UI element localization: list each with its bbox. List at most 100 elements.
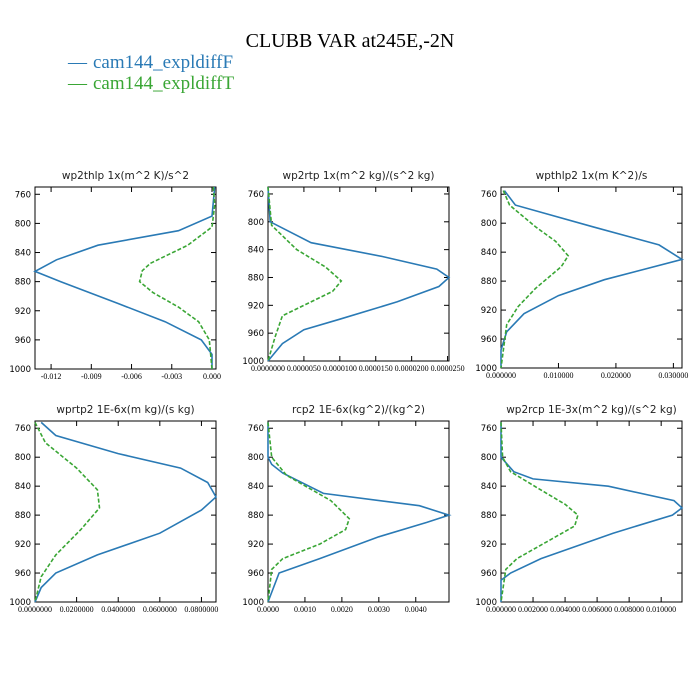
legend-label-0: cam144_expldiffF (93, 52, 234, 73)
y-tick-label: 920 (15, 307, 31, 317)
x-tick-label: 0.000000 (486, 371, 516, 380)
series-line-0 (500, 422, 684, 602)
y-tick-label: 800 (481, 219, 497, 229)
x-tick-label: -0.009 (81, 372, 102, 381)
x-tick-label: 0.020000 (601, 371, 631, 380)
x-tick-label: 0.0000250 (431, 364, 465, 373)
y-tick-label: 960 (481, 335, 497, 345)
series-line-1 (267, 422, 351, 603)
panel-title: wp2thlp 1x(m^2 K)/s^2 (62, 170, 189, 182)
panel-title: wpthlp2 1x(m K^2)/s (536, 170, 648, 182)
x-tick-label: 0.0030 (368, 605, 390, 614)
x-tick-label: 0.0600000 (143, 605, 177, 614)
y-tick-label: 760 (15, 190, 31, 200)
x-tick-label: 0.010000 (543, 371, 573, 380)
legend-entry-1: — cam144_expldiffT (68, 73, 234, 95)
y-tick-label: 800 (248, 218, 264, 228)
y-tick-label: 760 (248, 424, 264, 434)
x-tick-label: 0.0000050 (287, 364, 321, 373)
y-tick-label: 920 (481, 306, 497, 316)
chart-panel-3: wprtp2 1E-6x(m kg)/(s kg) 760 800 840 880 920… (9, 404, 218, 614)
y-tick-label: 840 (481, 482, 497, 492)
y-tick-label: 840 (15, 482, 31, 492)
legend-swatch-1: — (68, 73, 87, 94)
x-tick-label: 0.004000 (550, 605, 580, 614)
x-tick-label: 0.010000 (646, 605, 676, 614)
legend-entry-0: — cam144_expldiffF (68, 52, 233, 74)
chart-panel-5: wp2rcp 1E-3x(m^2 kg)/(s^2 kg) 760 800 840 88… (475, 404, 684, 614)
series-line-1 (500, 190, 570, 369)
y-tick-label: 960 (15, 336, 31, 346)
y-tick-label: 840 (248, 482, 264, 492)
y-tick-label: 920 (481, 540, 497, 550)
y-tick-label: 840 (15, 249, 31, 259)
x-tick-label: 0.0800000 (184, 605, 218, 614)
series-line-0 (267, 186, 451, 362)
y-tick-label: 960 (15, 569, 31, 579)
x-tick-label: 0.0000200 (395, 364, 429, 373)
y-tick-label: 760 (15, 424, 31, 434)
plot-frame (34, 420, 217, 603)
y-tick-label: 960 (248, 329, 264, 339)
plot-frame (34, 186, 217, 370)
plot-frame (500, 420, 683, 603)
x-tick-label: 0.030000 (658, 371, 688, 380)
panel-title: rcp2 1E-6x(kg^2)/(kg^2) (292, 404, 425, 416)
y-tick-label: 920 (248, 301, 264, 311)
y-tick-label: 1000 (242, 357, 264, 367)
series-line-1 (138, 186, 216, 370)
chart-panel-0: wp2thlp 1x(m^2 K)/s^2 760 800 840 880 920 960 1… (9, 170, 221, 381)
y-tick-label: 880 (248, 511, 264, 521)
y-tick-label: 760 (481, 424, 497, 434)
series-line-0 (500, 190, 684, 368)
series-line-0 (33, 186, 216, 369)
panel-title: wp2rtp 1x(m^2 kg)/(s^2 kg) (282, 170, 434, 182)
legend-label-1: cam144_expldiffT (93, 73, 235, 94)
x-tick-label: -0.006 (121, 372, 142, 381)
y-tick-label: 1000 (242, 598, 264, 608)
y-tick-label: 800 (15, 453, 31, 463)
plot-frame (267, 420, 450, 603)
x-tick-label: 0.008000 (614, 605, 644, 614)
page-title: CLUBB VAR at245E,-2N (245, 30, 455, 52)
x-tick-label: 0.000000 (486, 605, 516, 614)
x-tick-label: 0.0400000 (101, 605, 135, 614)
panel-title: wprtp2 1E-6x(m kg)/(s kg) (56, 404, 194, 416)
y-tick-label: 880 (15, 511, 31, 521)
chart-panel-1: wp2rtp 1x(m^2 kg)/(s^2 kg) 760 800 840 880 92… (242, 170, 464, 373)
legend-swatch-0: — (68, 52, 87, 73)
y-tick-label: 800 (248, 453, 264, 463)
chart-panel-4: rcp2 1E-6x(kg^2)/(kg^2) 760 800 840 880 920 96… (242, 404, 452, 614)
y-tick-label: 880 (15, 278, 31, 288)
series-line-0 (34, 421, 218, 603)
x-tick-label: 0.0000000 (18, 605, 52, 614)
x-tick-label: 0.0010 (294, 605, 316, 614)
y-tick-label: 1000 (9, 598, 31, 608)
y-tick-label: 800 (15, 219, 31, 229)
x-tick-label: 0.006000 (582, 605, 612, 614)
plot-frame (500, 186, 683, 369)
y-tick-label: 760 (481, 190, 497, 200)
y-tick-label: 960 (481, 569, 497, 579)
x-tick-label: 0.0040 (405, 605, 427, 614)
x-tick-label: 0.0200000 (60, 605, 94, 614)
y-tick-label: 880 (248, 273, 264, 283)
series-line-1 (267, 186, 343, 362)
y-tick-label: 1000 (475, 364, 497, 374)
y-tick-label: 840 (248, 246, 264, 256)
series-line-1 (500, 422, 579, 603)
x-tick-label: 0.0020 (331, 605, 353, 614)
y-tick-label: 840 (481, 248, 497, 258)
x-tick-label: -0.012 (41, 372, 62, 381)
y-tick-label: 920 (15, 540, 31, 550)
y-tick-label: 960 (248, 569, 264, 579)
series-line-0 (267, 422, 452, 603)
y-tick-label: 880 (481, 277, 497, 287)
series-line-1 (34, 422, 101, 603)
y-tick-label: 1000 (9, 365, 31, 375)
x-tick-label: -0.003 (161, 372, 182, 381)
x-tick-label: 0.0000 (257, 605, 279, 614)
chart-panel-2: wpthlp2 1x(m K^2)/s 760 800 840 880 920 960 100… (475, 170, 688, 380)
y-tick-label: 880 (481, 511, 497, 521)
